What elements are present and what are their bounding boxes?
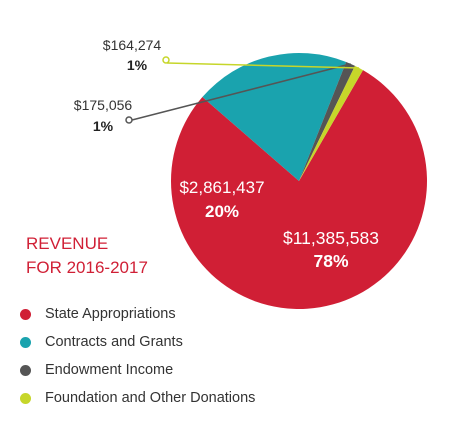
data-label-value-state-appropriations: $11,385,583 xyxy=(283,228,379,248)
chart-title-line-2: FOR 2016-2017 xyxy=(26,258,148,277)
legend: State Appropriations Contracts and Grant… xyxy=(20,300,255,412)
data-label-value-endowment-income: $175,056 xyxy=(74,97,133,113)
data-label-pct-foundation-donations: 1% xyxy=(127,57,148,73)
legend-item-endowment-income: Endowment Income xyxy=(20,356,255,384)
data-label-pct-contracts-grants: 20% xyxy=(205,202,239,221)
data-label-value-foundation-donations: $164,274 xyxy=(103,37,162,53)
legend-label-contracts-grants: Contracts and Grants xyxy=(45,334,183,350)
pie-slice-foundation-donations xyxy=(299,65,363,181)
data-label-pct-endowment-income: 1% xyxy=(93,118,114,134)
data-label-pct-state-appropriations: 78% xyxy=(313,251,348,271)
data-label-value-contracts-grants: $2,861,437 xyxy=(179,178,264,197)
legend-label-state-appropriations: State Appropriations xyxy=(45,306,176,322)
leader-dot-endowment-income xyxy=(125,116,133,124)
legend-item-contracts-grants: Contracts and Grants xyxy=(20,328,255,356)
leader-line-foundation-donations xyxy=(166,62,360,69)
pie-slice-state-appropriations xyxy=(171,70,428,310)
leader-line-endowment-income xyxy=(131,63,351,121)
legend-label-foundation-donations: Foundation and Other Donations xyxy=(45,390,256,406)
legend-swatch-foundation-donations xyxy=(20,392,31,404)
legend-swatch-state-appropriations xyxy=(20,308,31,320)
legend-label-endowment-income: Endowment Income xyxy=(45,362,174,378)
legend-swatch-endowment-income xyxy=(20,364,31,376)
legend-item-foundation-donations: Foundation and Other Donations xyxy=(20,384,255,412)
leader-dot-foundation-donations xyxy=(162,56,170,64)
chart-title: REVENUE FOR 2016-2017 xyxy=(26,232,148,280)
legend-item-state-appropriations: State Appropriations xyxy=(20,300,255,328)
legend-swatch-contracts-grants xyxy=(20,336,31,348)
pie-slice-contracts-grants xyxy=(202,53,347,181)
pie-slice-endowment-income xyxy=(299,62,356,181)
chart-title-line-1: REVENUE xyxy=(26,234,109,253)
